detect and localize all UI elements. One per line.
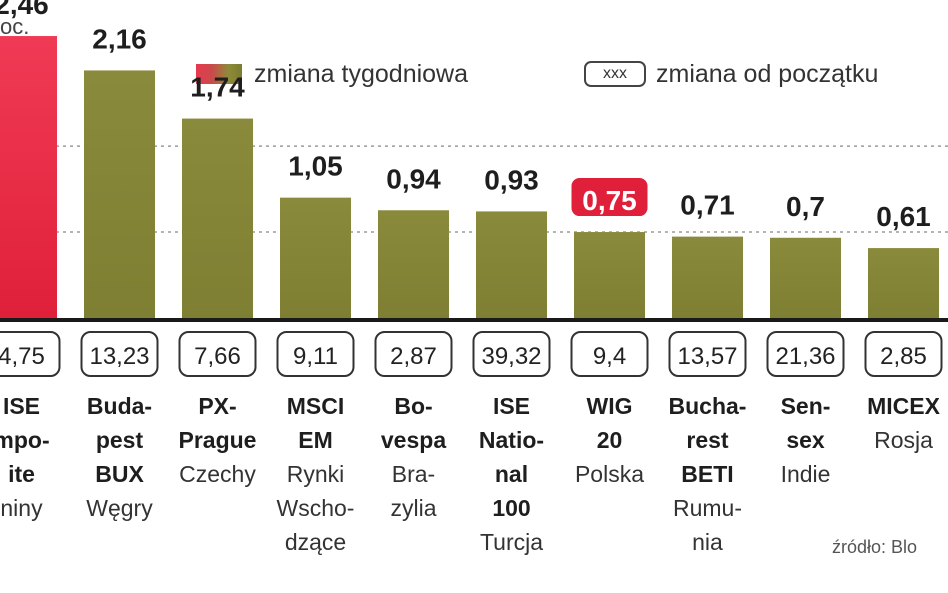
value-label-6: 0,93 [484,164,539,195]
legend-ytd-label: zmiana od początku [656,59,879,88]
index-name-2-1: Buda- [87,393,152,419]
ytd-label-3: 7,66 [194,343,241,370]
country-5-2: zylia [390,495,436,521]
bar-group-4: 1,05 9,11 MSCI EM Rynki Wscho-dzące [276,151,355,555]
country-1-1: niny [0,495,43,521]
index-name-8-2: rest [686,427,729,453]
value-label-highlight-7 [571,178,648,217]
legend-weekly: zmiana tygodniowa [196,58,468,90]
ytd-label-1: 4,75 [0,343,45,370]
index-name-3-1: PX- [198,393,236,419]
ytd-label-5: 2,87 [390,343,437,370]
ytd-label-6: 39,32 [481,343,541,370]
country-4-2: Wscho- [277,495,355,521]
index-name-7-2: 20 [597,427,623,453]
ytd-label-4: 9,11 [293,343,338,370]
country-8-1: Rumu- [673,495,742,521]
index-name-6-1: ISE [493,393,530,419]
index-name-9-2: sex [786,427,825,453]
index-name-2-2: pest [96,427,144,453]
bar-group-5: 0,94 2,87 Bo-vespa Bra-zylia [374,163,453,521]
bar-10 [868,248,939,318]
bar-group-7: 0,75 9,4 WIG 20 Polska [570,178,649,487]
index-name-6-2: Natio- [479,427,544,453]
bar-group-6: 0,93 39,32 ISE Natio-nal 100 Turcja [472,164,551,555]
value-label-4: 1,05 [288,151,343,182]
bar-2 [84,70,155,318]
index-name-1-3: ite [8,461,35,487]
bar-6 [476,211,547,318]
value-label-1: 2,46 [0,0,49,20]
value-label-3: 1,74 [190,72,245,103]
ytd-label-2: 13,23 [89,343,149,370]
country-6-1: Turcja [480,529,543,555]
ytd-label-8: 13,57 [677,343,737,370]
country-5-1: Bra- [392,461,435,487]
index-name-8-3: BETI [681,461,733,487]
value-label-8: 0,71 [680,190,735,221]
bar-7 [574,232,645,318]
ytd-box-2 [80,331,159,377]
index-name-2-3: BUX [95,461,144,487]
index-name-3-2: Prague [179,427,257,453]
index-name-5-2: vespa [381,427,446,453]
ytd-label-10: 2,85 [880,343,927,370]
ytd-box-7 [570,331,649,377]
bar-group-2: 2,16 13,23 Buda-pest BUX Węgry [80,23,159,521]
country-8-2: nia [692,529,723,555]
index-name-6-3: nal [495,461,528,487]
ytd-box-10 [864,331,943,377]
legend-weekly-label: zmiana tygodniowa [254,59,469,88]
bar-4 [280,197,351,318]
index-name-6-4: 100 [492,495,530,521]
ytd-box-9 [766,331,845,377]
ytd-box-5 [374,331,453,377]
index-name-10-1: MICEX [867,393,941,419]
index-name-4-1: MSCI [287,393,345,419]
ytd-box-6 [472,331,551,377]
country-4-1: Rynki [287,461,345,487]
bar-group-10: 0,61 2,85 MICEX Rosja [864,201,943,453]
ytd-box-1 [0,331,61,377]
country-3-1: Czechy [179,461,256,487]
bar-3 [182,118,253,318]
value-label-10: 0,61 [876,201,931,232]
bar-1 [0,36,57,319]
legend-ytd-box: xxx [584,61,646,87]
country-4-3: dzące [285,529,346,555]
index-name-1-2: mpo- [0,427,50,453]
unit-label: oc. [0,14,30,39]
legend-weekly-swatch [196,64,242,84]
bar-group-8: 0,71 13,57 Bucha-rest BETI Rumu-nia [668,190,747,555]
index-name-8-1: Bucha- [669,393,747,419]
country-9-1: Indie [781,461,831,487]
bar-5 [378,210,449,318]
bar-group-3: 1,74 7,66 PX- Prague Czechy [178,72,257,487]
bar-9 [770,237,841,318]
value-label-5: 0,94 [386,163,441,194]
country-7-1: Polska [575,461,644,487]
legend-ytd: xxx zmiana od początku [584,58,878,90]
ytd-box-3 [178,331,257,377]
bar-8 [672,236,743,318]
value-label-9: 0,7 [786,191,825,222]
index-name-1-1: ISE [3,393,40,419]
ytd-label-7: 9,4 [593,343,626,370]
bar-group-9: 0,7 21,36 Sen-sex Indie [766,191,845,487]
x-axis-line [0,318,948,322]
country-10-1: Rosja [874,427,933,453]
ytd-label-9: 21,36 [775,343,835,370]
value-label-2: 2,16 [92,23,147,54]
bar-group-1: 2,46 4,75 ISE mpo-ite niny [0,0,61,521]
ytd-box-4 [276,331,355,377]
country-2-1: Węgry [86,495,153,521]
ytd-box-8 [668,331,747,377]
index-name-9-1: Sen- [781,393,831,419]
index-name-5-1: Bo- [394,393,432,419]
index-name-4-2: EM [298,427,333,453]
index-name-7-1: WIG [587,393,633,419]
source-note: źródło: Blo [832,537,918,557]
value-label-7: 0,75 [582,185,637,216]
